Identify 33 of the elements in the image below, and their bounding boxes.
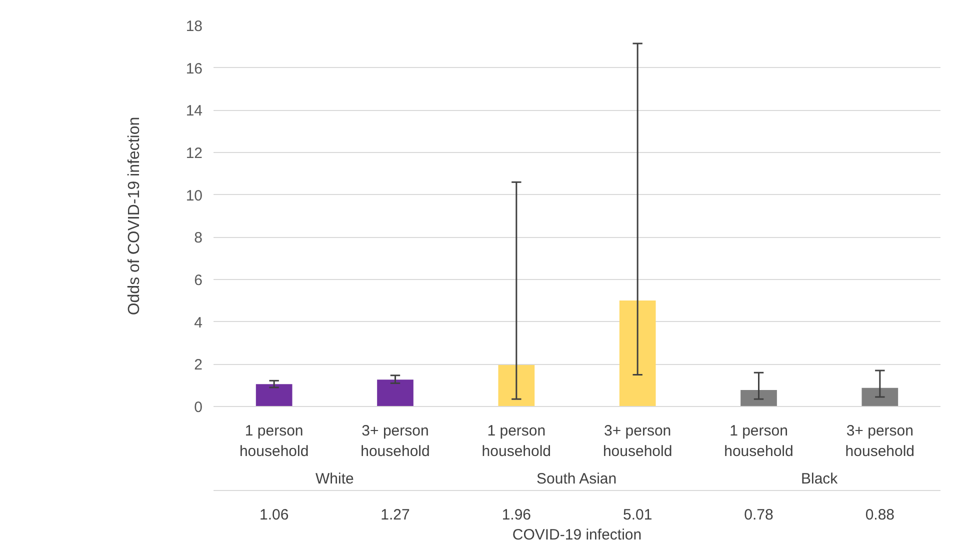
data-label: 0.78 [744,506,774,524]
x-tick-label: 1 person household [482,422,552,460]
y-tick-label: 8 [194,230,202,247]
data-label: 0.88 [865,506,895,524]
text: South Asian [536,470,617,488]
x-tick-label: 1 person household [724,422,794,460]
y-tick-label: 10 [186,187,203,204]
y-tick-label: 6 [194,272,202,289]
y-tick-label: 14 [186,102,203,120]
y-tick-label: 0 [194,399,202,416]
text: COVID-19 infection [512,526,642,544]
y-tick-label: 16 [186,60,203,78]
x-tick-label: 3+ person household [360,422,430,460]
bar [619,300,656,406]
bar [862,388,898,406]
bar [740,390,777,406]
data-label: 1.96 [502,506,532,524]
y-tick-label: 18 [186,18,203,35]
bar [256,384,292,406]
y-tick-label: 12 [186,145,203,162]
x-tick-label: 3+ person household [845,422,915,460]
text: Black [800,470,838,488]
y-tick-label: 2 [194,356,202,374]
bar [498,365,535,406]
y-tick-label: 4 [194,314,202,332]
y-axis-title: Odds of COVID-19 infection [126,116,143,316]
x-tick-label: 1 person household [239,422,309,460]
bar [377,380,414,406]
x-tick-label: 3+ person household [602,422,672,460]
data-label: 1.06 [259,506,289,524]
data-label: 1.27 [380,506,410,524]
text: White [315,470,354,488]
data-label: 5.01 [622,506,652,524]
